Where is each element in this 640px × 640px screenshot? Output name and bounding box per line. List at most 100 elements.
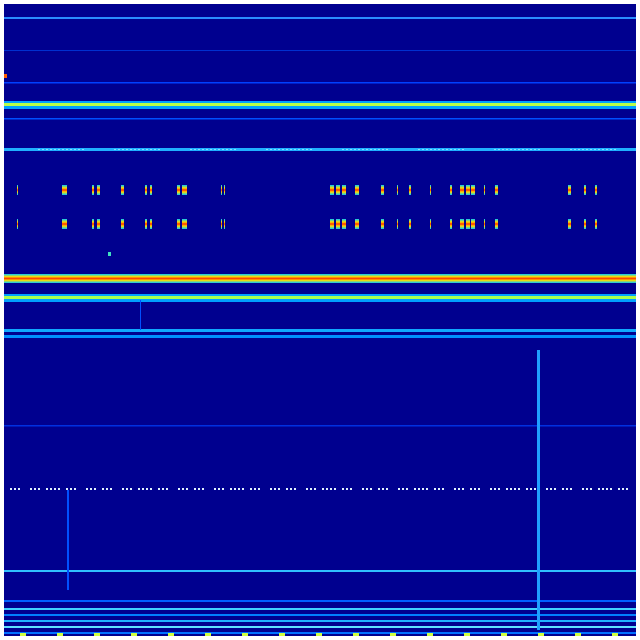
dot xyxy=(214,488,216,490)
pulse xyxy=(177,185,180,195)
dot xyxy=(134,149,136,150)
pulse xyxy=(182,219,187,229)
band xyxy=(4,103,636,106)
background xyxy=(4,4,636,636)
dot xyxy=(526,488,528,490)
dot xyxy=(370,149,372,150)
blip xyxy=(108,252,111,256)
dot xyxy=(230,149,232,150)
dot xyxy=(42,149,44,150)
pulse xyxy=(471,219,475,229)
dot xyxy=(575,633,581,636)
dot xyxy=(554,488,556,490)
vertical-streak xyxy=(140,300,141,330)
pulse xyxy=(330,219,334,229)
dot xyxy=(138,149,140,150)
dot xyxy=(434,488,436,490)
pulse xyxy=(595,185,597,195)
pulse xyxy=(224,185,225,195)
dot xyxy=(182,488,184,490)
dot xyxy=(10,488,12,490)
band xyxy=(4,614,636,616)
dot xyxy=(574,149,576,150)
dot xyxy=(106,488,108,490)
dot xyxy=(442,149,444,150)
dot xyxy=(534,488,536,490)
band xyxy=(4,335,636,338)
dot xyxy=(426,149,428,150)
dot xyxy=(598,488,600,490)
dot xyxy=(438,149,440,150)
dot xyxy=(94,488,96,490)
dot xyxy=(150,149,152,150)
pulse xyxy=(145,185,147,195)
dot xyxy=(510,149,512,150)
pulse xyxy=(177,219,180,229)
band xyxy=(4,329,636,332)
dot xyxy=(514,488,516,490)
dot xyxy=(142,488,144,490)
dot xyxy=(242,488,244,490)
dot xyxy=(578,149,580,150)
pulse xyxy=(62,185,67,195)
dot xyxy=(278,488,280,490)
dot xyxy=(286,488,288,490)
dot xyxy=(314,488,316,490)
band xyxy=(4,296,636,299)
dot xyxy=(102,488,104,490)
pulse xyxy=(397,185,398,195)
dot xyxy=(398,488,400,490)
dot xyxy=(353,633,359,636)
dot xyxy=(230,488,232,490)
dot xyxy=(470,488,472,490)
dot xyxy=(442,488,444,490)
dot xyxy=(462,488,464,490)
dot xyxy=(94,633,100,636)
dot xyxy=(382,488,384,490)
dot xyxy=(142,149,144,150)
dot xyxy=(54,149,56,150)
dot xyxy=(406,488,408,490)
band xyxy=(4,620,636,622)
pulse xyxy=(150,219,152,229)
dot xyxy=(222,149,224,150)
dot xyxy=(506,488,508,490)
pulse xyxy=(342,185,346,195)
dot xyxy=(374,149,376,150)
dot xyxy=(34,488,36,490)
dot xyxy=(74,149,76,150)
dot xyxy=(218,488,220,490)
dot xyxy=(582,488,584,490)
pulse xyxy=(450,219,452,229)
dot xyxy=(238,488,240,490)
dot xyxy=(310,149,312,150)
pulse xyxy=(336,219,340,229)
dot xyxy=(194,149,196,150)
dot xyxy=(610,149,612,150)
pulse xyxy=(430,219,431,229)
dot xyxy=(38,149,40,150)
band xyxy=(4,425,636,427)
dot xyxy=(70,488,72,490)
vertical-streak xyxy=(537,350,540,630)
dot xyxy=(518,149,520,150)
pulse xyxy=(409,219,411,229)
dot xyxy=(362,149,364,150)
dot xyxy=(270,149,272,150)
pulse xyxy=(595,219,597,229)
dot xyxy=(198,488,200,490)
dot xyxy=(498,149,500,150)
dot xyxy=(138,488,140,490)
dot xyxy=(130,488,132,490)
dot xyxy=(306,488,308,490)
pulse xyxy=(397,219,398,229)
dot xyxy=(54,488,56,490)
dot xyxy=(279,633,285,636)
pulse xyxy=(471,185,475,195)
dot xyxy=(586,149,588,150)
dot xyxy=(70,149,72,150)
dot xyxy=(131,633,137,636)
dot xyxy=(158,149,160,150)
dot xyxy=(546,488,548,490)
